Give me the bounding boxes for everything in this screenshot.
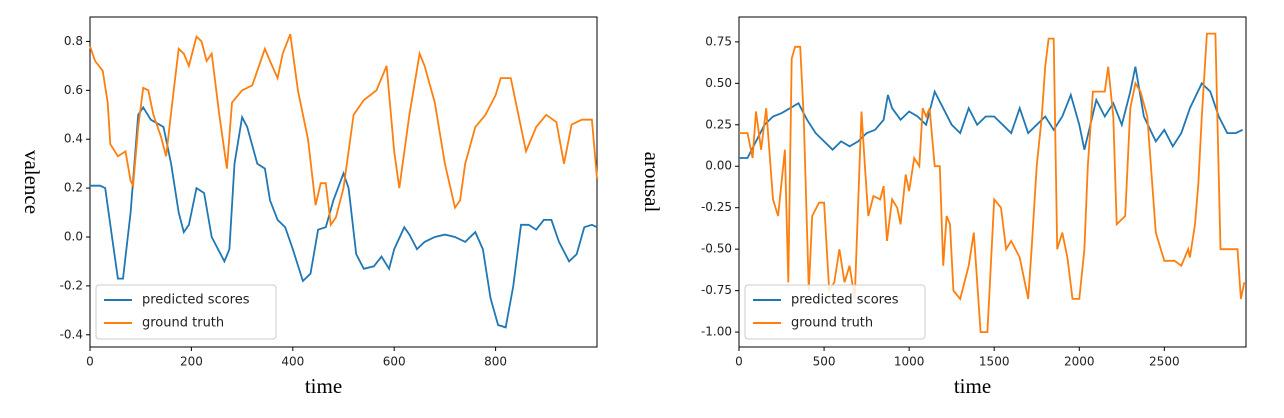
y-tick-label: 0.50	[705, 76, 732, 90]
y-axis-label: arousal	[640, 152, 664, 213]
y-tick-label: -0.25	[701, 200, 732, 214]
data-line	[89, 33, 598, 228]
y-tick-label: -0.2	[60, 278, 83, 292]
x-tick-label: 500	[813, 355, 836, 369]
y-tick-label: -0.50	[701, 242, 732, 256]
x-tick-label: 2500	[1149, 355, 1180, 369]
y-tick-label: 0.4	[64, 132, 83, 146]
data-line	[739, 66, 1243, 159]
legend-label: ground truth	[142, 316, 224, 331]
y-tick-label: 0.00	[705, 159, 732, 173]
legend-label: ground truth	[791, 316, 873, 331]
y-tick-label: 0.75	[705, 34, 732, 48]
x-tick-label: 1500	[979, 355, 1010, 369]
y-tick-label: 0.25	[705, 117, 732, 131]
x-tick-label: 2000	[1064, 355, 1095, 369]
data-line	[739, 32, 1246, 333]
x-tick-label: 600	[383, 355, 406, 369]
x-tick-label: 1000	[894, 355, 925, 369]
y-tick-label: 0.6	[64, 83, 83, 97]
y-tick-label: 0.0	[64, 230, 83, 244]
x-tick-label: 400	[281, 355, 304, 369]
x-tick-label: 0	[86, 355, 94, 369]
x-axis-label: time	[954, 374, 991, 398]
legend-box	[744, 284, 926, 340]
x-axis-label: time	[305, 374, 342, 398]
x-tick-label: 200	[180, 355, 203, 369]
data-line	[90, 105, 598, 329]
legend-label: predicted scores	[791, 293, 899, 308]
x-tick-label: 0	[735, 355, 743, 369]
legend-box	[95, 284, 277, 340]
y-tick-label: 0.8	[64, 34, 83, 48]
y-tick-label: -0.75	[701, 283, 732, 297]
y-tick-label: -0.4	[60, 327, 83, 341]
x-tick-label: 800	[484, 355, 507, 369]
legend-label: predicted scores	[142, 293, 250, 308]
y-tick-label: -1.00	[701, 325, 732, 339]
y-axis-label: valence	[20, 150, 44, 214]
y-tick-label: 0.2	[64, 181, 83, 195]
